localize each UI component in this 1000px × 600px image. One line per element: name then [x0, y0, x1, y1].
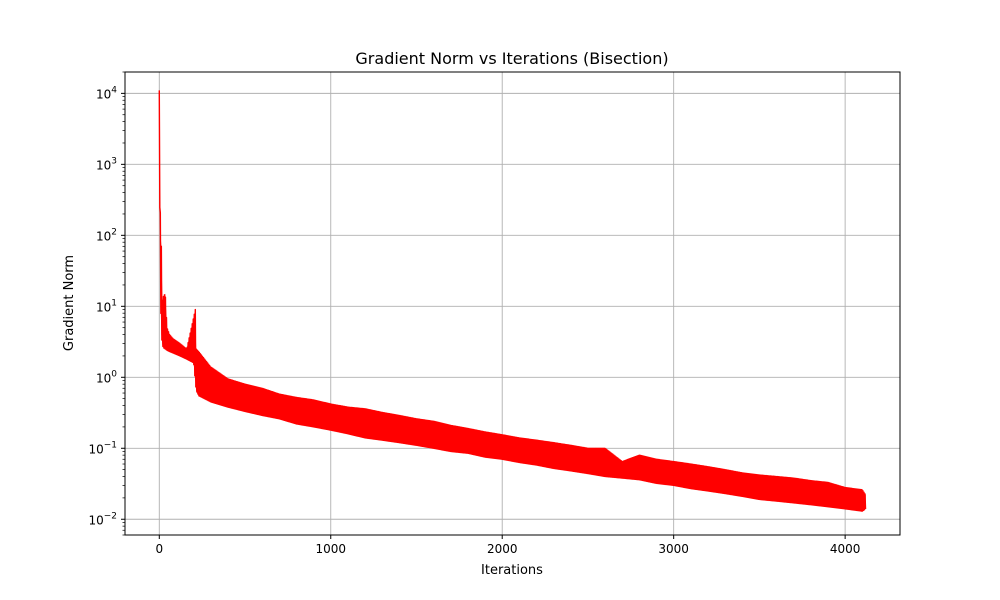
x-tick-label: 3000: [658, 542, 689, 556]
y-tick-base: 10: [96, 87, 111, 101]
x-axis-label: Iterations: [481, 563, 543, 578]
plot-area-frame: [124, 71, 901, 536]
x-tick-label: 0: [155, 542, 163, 556]
data-series: [158, 90, 867, 512]
y-tick-label: 102: [96, 227, 117, 243]
grid: [125, 72, 900, 535]
y-tick-label: 101: [96, 298, 117, 314]
y-tick-label: 10−2: [88, 511, 117, 527]
y-tick-exponent: 0: [111, 369, 117, 379]
x-tick-label: 1000: [315, 542, 346, 556]
y-axis-label: Gradient Norm: [62, 255, 77, 351]
y-tick-base: 10: [96, 229, 111, 243]
y-tick-exponent: −2: [104, 511, 117, 521]
y-tick-exponent: 4: [111, 85, 117, 95]
x-tick-label: 4000: [830, 542, 861, 556]
y-tick-label: 103: [96, 156, 117, 172]
chart-title: Gradient Norm vs Iterations (Bisection): [355, 49, 668, 68]
y-tick-label: 104: [96, 85, 117, 101]
y-tick-base: 10: [88, 442, 103, 456]
y-tick-label: 10−1: [88, 440, 117, 456]
x-tick-label: 2000: [487, 542, 518, 556]
y-tick-base: 10: [88, 513, 103, 527]
y-tick-base: 10: [96, 371, 111, 385]
series-line: [158, 90, 867, 512]
y-tick-label: 100: [96, 369, 117, 385]
y-tick-exponent: 2: [111, 227, 117, 237]
y-tick-exponent: 1: [111, 298, 117, 308]
y-tick-exponent: 3: [111, 156, 117, 166]
y-tick-base: 10: [96, 158, 111, 172]
y-tick-base: 10: [96, 300, 111, 314]
y-tick-exponent: −1: [104, 440, 117, 450]
